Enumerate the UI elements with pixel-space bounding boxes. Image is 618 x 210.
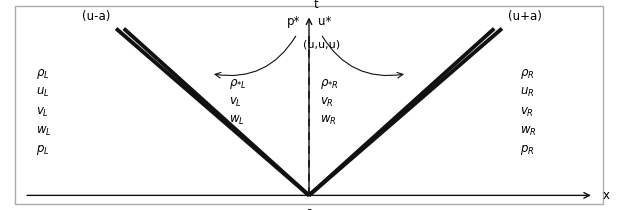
Text: $w_R$: $w_R$ <box>520 125 536 138</box>
Text: p*: p* <box>287 15 300 28</box>
Text: $w_L$: $w_L$ <box>36 125 52 138</box>
Text: $w_L$: $w_L$ <box>229 114 245 127</box>
Text: $\rho_{*R}$: $\rho_{*R}$ <box>320 77 338 91</box>
Text: $\rho_{*L}$: $\rho_{*L}$ <box>229 77 247 91</box>
Text: $v_R$: $v_R$ <box>520 105 533 118</box>
Text: $p_L$: $p_L$ <box>36 143 49 157</box>
Text: $v_L$: $v_L$ <box>229 96 242 109</box>
Text: (u+a): (u+a) <box>508 10 541 23</box>
Text: $u_L$: $u_L$ <box>36 86 49 99</box>
Text: 0: 0 <box>305 207 313 210</box>
Text: $p_R$: $p_R$ <box>520 143 534 157</box>
Text: $u_R$: $u_R$ <box>520 86 534 99</box>
Text: u*: u* <box>318 15 331 28</box>
Text: x: x <box>603 189 610 202</box>
Text: t: t <box>314 0 318 11</box>
Text: (u,u,u): (u,u,u) <box>303 39 340 49</box>
Text: $\rho_L$: $\rho_L$ <box>36 67 49 81</box>
Text: $v_R$: $v_R$ <box>320 96 334 109</box>
Text: $\rho_R$: $\rho_R$ <box>520 67 534 81</box>
Text: (u-a): (u-a) <box>82 10 110 23</box>
Text: $v_L$: $v_L$ <box>36 105 49 118</box>
Text: $w_R$: $w_R$ <box>320 114 336 127</box>
